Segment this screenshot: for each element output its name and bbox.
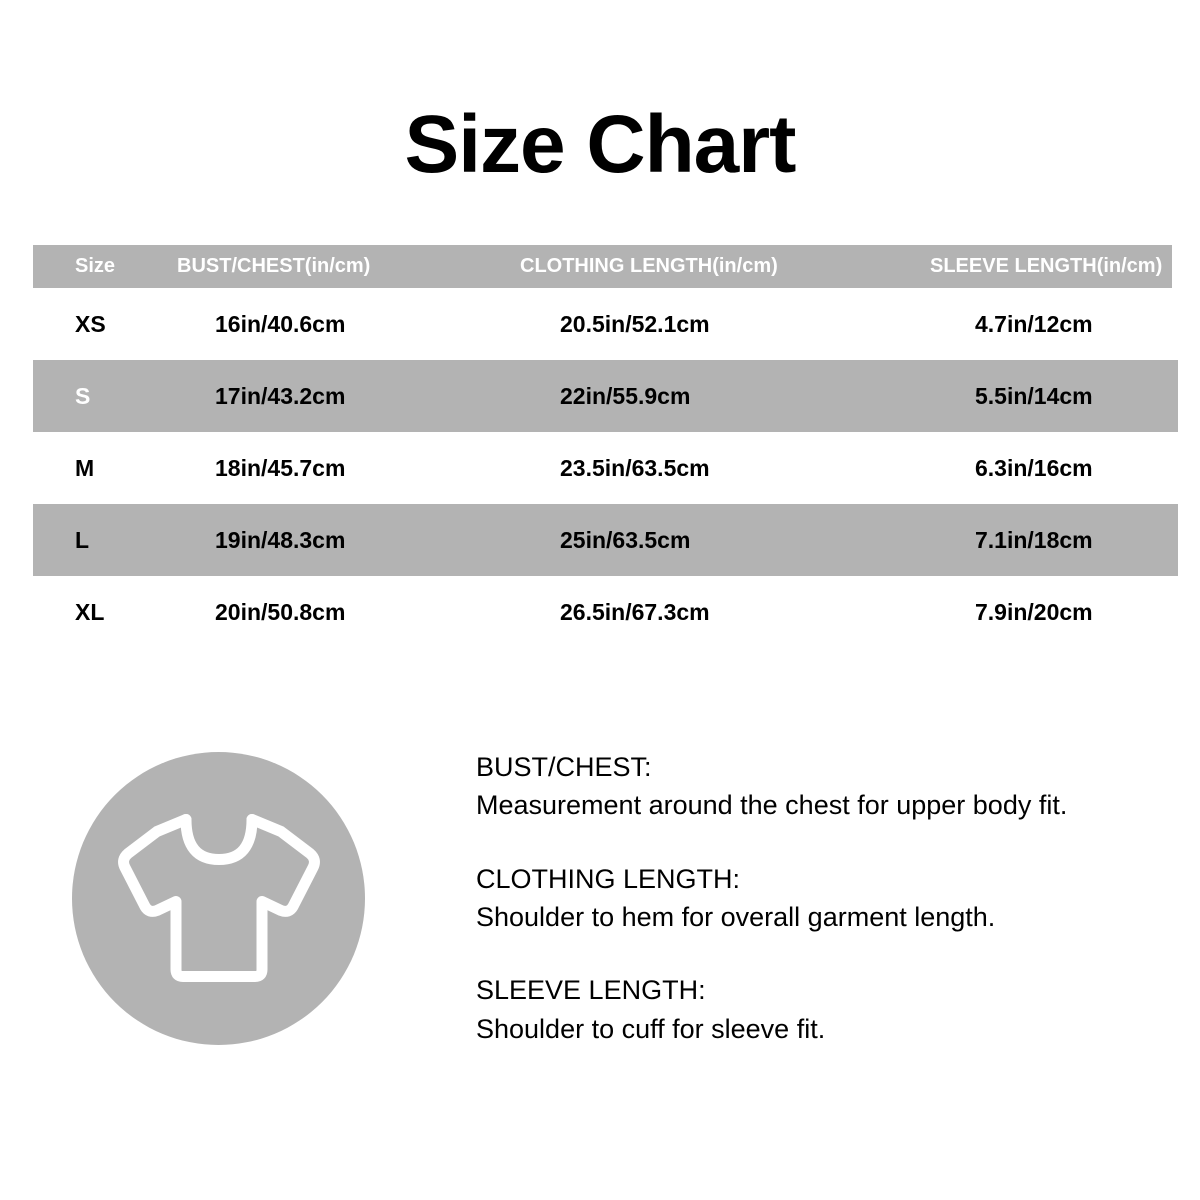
table-row: XS 16in/40.6cm 20.5in/52.1cm 4.7in/12cm bbox=[33, 288, 1178, 360]
cell-clothing-length: 20.5in/52.1cm bbox=[560, 310, 710, 337]
table-row: M 18in/45.7cm 23.5in/63.5cm 6.3in/16cm bbox=[33, 432, 1178, 504]
cell-sleeve-length: 4.7in/12cm bbox=[975, 310, 1093, 337]
cell-size: L bbox=[75, 526, 90, 553]
legend-term: CLOTHING LENGTH: bbox=[476, 863, 741, 894]
page-title: Size Chart bbox=[404, 99, 797, 190]
legend-description: Shoulder to hem for overall garment leng… bbox=[476, 901, 996, 932]
cell-bust-chest: 16in/40.6cm bbox=[215, 310, 346, 337]
legend-term: BUST/CHEST: bbox=[476, 752, 652, 782]
table-header-row: Size BUST/CHEST(in/cm) CLOTHING LENGTH(i… bbox=[33, 245, 1172, 288]
cell-clothing-length: 22in/55.9cm bbox=[560, 382, 691, 409]
tshirt-icon-badge bbox=[72, 752, 365, 1045]
legend-description: Measurement around the chest for upper b… bbox=[476, 790, 1068, 821]
cell-size: XS bbox=[75, 310, 106, 337]
column-header-clothing-length: CLOTHING LENGTH(in/cm) bbox=[520, 255, 778, 277]
legend-term: SLEEVE LENGTH: bbox=[476, 975, 706, 1006]
cell-clothing-length: 23.5in/63.5cm bbox=[560, 454, 710, 481]
legend-item-clothing-length: CLOTHING LENGTH: Shoulder to hem for ove… bbox=[476, 860, 1192, 937]
cell-sleeve-length: 6.3in/16cm bbox=[975, 454, 1093, 481]
measurement-guide-section: BUST/CHEST: Measurement around the chest… bbox=[0, 730, 1200, 1130]
cell-size: M bbox=[75, 454, 95, 481]
column-header-size: Size bbox=[75, 255, 116, 277]
cell-clothing-length: 26.5in/67.3cm bbox=[560, 598, 710, 625]
column-header-sleeve-length: SLEEVE LENGTH(in/cm) bbox=[930, 255, 1163, 277]
cell-bust-chest: 20in/50.8cm bbox=[215, 598, 346, 625]
cell-size: S bbox=[75, 382, 91, 409]
legend-description: Shoulder to cuff for sleeve fit. bbox=[476, 1013, 826, 1044]
cell-bust-chest: 17in/43.2cm bbox=[215, 382, 346, 409]
cell-size: XL bbox=[75, 598, 105, 625]
cell-sleeve-length: 7.9in/20cm bbox=[975, 598, 1093, 625]
cell-clothing-length: 25in/63.5cm bbox=[560, 526, 691, 553]
cell-sleeve-length: 7.1in/18cm bbox=[975, 526, 1093, 553]
cell-bust-chest: 19in/48.3cm bbox=[215, 526, 346, 553]
size-chart-table: Size BUST/CHEST(in/cm) CLOTHING LENGTH(i… bbox=[33, 245, 1178, 648]
column-header-bust-chest: BUST/CHEST(in/cm) bbox=[177, 255, 371, 277]
legend-item-sleeve-length: SLEEVE LENGTH: Shoulder to cuff for slee… bbox=[476, 971, 1192, 1048]
table-row: XL 20in/50.8cm 26.5in/67.3cm 7.9in/20cm bbox=[33, 576, 1178, 648]
tshirt-icon bbox=[117, 813, 320, 982]
legend-list: BUST/CHEST: Measurement around the chest… bbox=[476, 748, 1192, 1048]
table-row: S 17in/43.2cm 22in/55.9cm 5.5in/14cm bbox=[33, 360, 1178, 432]
legend-item-bust-chest: BUST/CHEST: Measurement around the chest… bbox=[476, 748, 1192, 825]
cell-sleeve-length: 5.5in/14cm bbox=[975, 382, 1093, 409]
table-row: L 19in/48.3cm 25in/63.5cm 7.1in/18cm bbox=[33, 504, 1178, 576]
cell-bust-chest: 18in/45.7cm bbox=[215, 454, 346, 481]
